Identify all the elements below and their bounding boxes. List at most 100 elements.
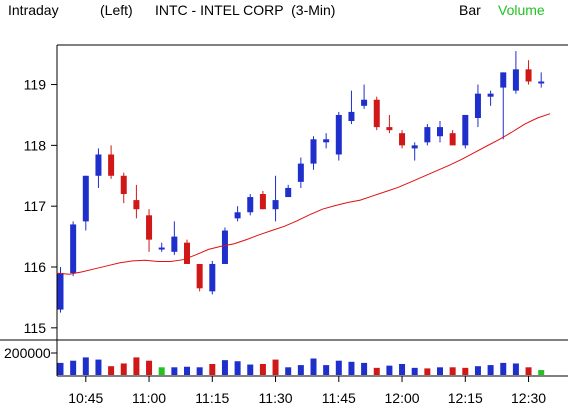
time-tick-label: 11:30 (259, 390, 293, 406)
candle-body (171, 236, 178, 252)
volume-series (57, 357, 545, 375)
candle-body (373, 99, 380, 128)
volume-bar (462, 367, 469, 375)
candle (82, 175, 89, 231)
candle (310, 136, 317, 170)
price-tick-label: 117 (24, 198, 47, 214)
volume-bar (538, 370, 545, 375)
candle-body (209, 263, 216, 292)
volume-bar (146, 360, 153, 375)
price-axis: 115 116 117 118 119 (24, 77, 57, 336)
volume-bar (399, 364, 406, 375)
candle-body (411, 145, 418, 149)
candle (386, 114, 393, 134)
candle-body (221, 230, 228, 264)
volume-bar (449, 367, 456, 375)
candle (361, 84, 368, 109)
candle (95, 148, 102, 188)
candle-body (82, 175, 89, 222)
candle-body (348, 111, 355, 122)
candle-body (437, 127, 443, 137)
candle-body (297, 163, 304, 182)
candle (399, 130, 406, 149)
candle-body (487, 93, 494, 97)
volume-bar (209, 364, 216, 375)
candle-body (133, 200, 140, 210)
candle (120, 172, 127, 204)
volume-bar (323, 365, 330, 375)
volume-bar (297, 365, 304, 375)
candle-body (310, 139, 317, 164)
candle (474, 84, 481, 128)
volume-bar (95, 359, 102, 375)
candle (449, 130, 456, 146)
volume-bar (437, 367, 443, 375)
candle-body (120, 175, 127, 195)
candle (57, 267, 64, 313)
candle (462, 114, 469, 149)
candle-body (525, 69, 532, 82)
volume-bar (310, 358, 317, 375)
volume-tick-label: 200000 (4, 345, 51, 361)
candle-body (462, 114, 469, 146)
volume-bar (411, 367, 418, 375)
volume-bar (373, 367, 380, 375)
candle (209, 260, 216, 295)
candle-body (184, 242, 190, 264)
moving-average-line (56, 113, 551, 275)
candle (247, 194, 254, 216)
volume-bar (272, 359, 279, 375)
volume-bar (525, 367, 532, 375)
volume-bar (184, 366, 190, 375)
candle-body (361, 99, 368, 106)
candle (411, 142, 418, 161)
volume-bar (348, 361, 355, 375)
time-tick-label: 11:45 (322, 390, 356, 406)
volume-bar (386, 365, 393, 375)
volume-bar (424, 368, 431, 375)
header-bar-label: Bar (459, 2, 481, 18)
time-tick-label: 10:45 (68, 390, 103, 406)
volume-bar (500, 362, 507, 375)
volume-bar (158, 367, 165, 375)
candle-body (538, 81, 545, 84)
candle (500, 72, 507, 140)
candle (335, 111, 342, 161)
price-tick-label: 118 (24, 137, 47, 153)
candle-body (57, 273, 64, 310)
price-series (57, 51, 545, 313)
candle-body (108, 154, 115, 176)
candle-body (196, 263, 203, 289)
volume-bar (171, 367, 178, 375)
candle-body (285, 187, 292, 198)
candle-body (158, 247, 165, 250)
candle-body (335, 114, 342, 155)
candle (184, 239, 190, 264)
volume-bar (487, 365, 494, 375)
header-volume-label: Volume (498, 2, 545, 18)
candle-body (449, 133, 456, 146)
candle (146, 209, 153, 252)
header-symbol-title: INTC - INTEL CORP (3-Min) (155, 2, 336, 18)
header-side-label: (Left) (100, 2, 133, 18)
candle (373, 96, 380, 131)
candle (158, 242, 165, 252)
volume-bar (474, 366, 481, 375)
time-tick-label: 12:30 (511, 390, 546, 406)
candle (424, 124, 431, 146)
candle-body (512, 69, 519, 91)
price-tick-label: 119 (24, 77, 47, 93)
volume-bar (234, 361, 241, 375)
candle (525, 60, 532, 85)
candle (133, 184, 140, 219)
candle-body (234, 212, 241, 219)
candle (234, 206, 241, 222)
candle (297, 157, 304, 188)
volume-bar (82, 357, 89, 375)
time-tick-label: 11:00 (132, 390, 166, 406)
header-mode-label: Intraday (8, 2, 59, 18)
candle (196, 263, 203, 292)
volume-bar (196, 367, 203, 375)
volume-bar (285, 367, 292, 375)
volume-bar (512, 363, 519, 375)
